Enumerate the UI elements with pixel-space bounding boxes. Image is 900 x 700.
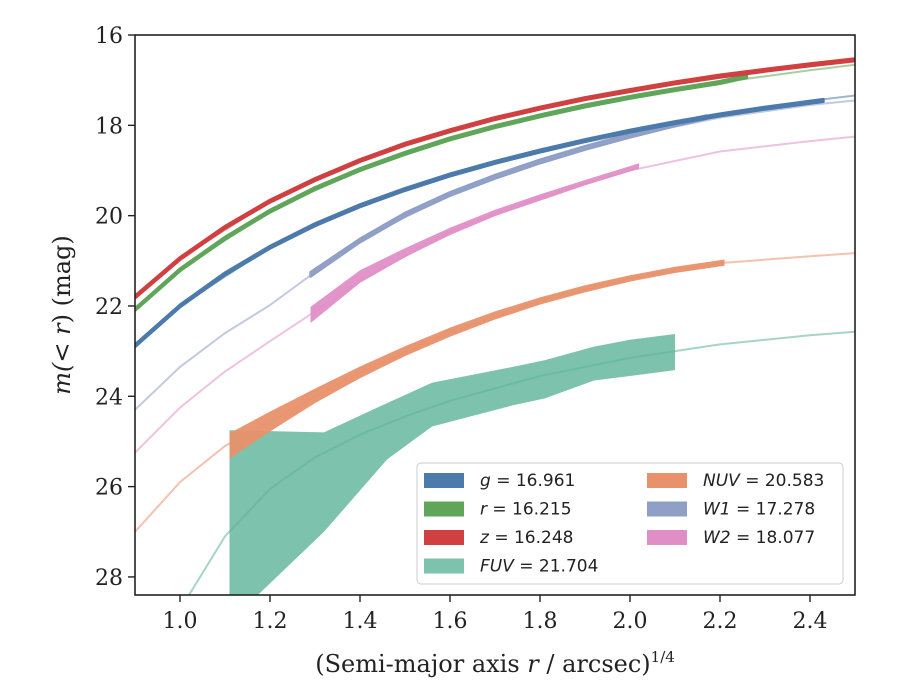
y-axis-label-var: r	[48, 322, 76, 335]
legend-label-z: z = 16.248	[479, 528, 573, 548]
x-axis-label: (Semi-major axis r / arcsec)1/4	[315, 648, 675, 678]
legend-label-fuv: FUV = 21.704	[480, 557, 598, 577]
plot-frame	[134, 34, 856, 596]
y-axis-ticks: 16 18 20 22 24 26 28	[95, 24, 135, 591]
x-tick-label: 1.6	[433, 609, 468, 634]
y-axis-label: m(< r) (mag)	[48, 235, 76, 395]
x-tick-label: 1.0	[163, 609, 198, 634]
y-axis-label-suffix: ) (mag)	[48, 235, 76, 323]
data-band-fuv	[229, 334, 675, 595]
legend-swatch-nuv	[647, 473, 687, 488]
y-tick-label: 28	[95, 566, 123, 591]
y-tick-label: 20	[95, 205, 123, 230]
legend-label-g: g = 16.961	[480, 471, 575, 491]
x-axis-ticks: 1.0 1.2 1.4 1.6 1.8 2.0 2.2 2.4	[163, 595, 828, 634]
x-axis-label-prefix: (Semi-major axis	[315, 650, 527, 678]
legend-swatch-g	[424, 473, 464, 488]
legend-swatch-fuv	[424, 558, 464, 574]
y-tick-label: 18	[95, 114, 123, 139]
legend-frame	[416, 462, 844, 585]
legend-swatch-w1	[647, 501, 687, 517]
y-tick-label: 16	[95, 24, 123, 49]
x-axis-label-var: r	[527, 650, 540, 678]
x-tick-label: 1.2	[253, 609, 288, 634]
y-axis-label-prefix: m(<	[48, 335, 76, 395]
x-tick-label: 1.4	[343, 609, 378, 634]
legend-swatch-w2	[647, 530, 687, 545]
data-bands	[135, 57, 855, 595]
x-tick-label: 2.2	[703, 609, 738, 634]
legend-swatch-r	[424, 501, 464, 517]
data-band-g	[135, 97, 825, 349]
y-tick-label: 22	[95, 295, 123, 320]
y-tick-label: 26	[95, 476, 123, 501]
plot-area	[135, 57, 855, 595]
x-tick-label: 2.0	[613, 609, 648, 634]
legend: g = 16.961 r = 16.215 z = 16.248 FUV = 21.7…	[416, 462, 844, 585]
legend-label-w1: W1 = 17.278	[703, 500, 815, 520]
data-band-r	[135, 74, 749, 313]
legend-label-w2: W2 = 18.077	[703, 528, 815, 548]
legend-swatch-z	[424, 530, 464, 545]
y-tick-label: 24	[95, 385, 123, 410]
x-axis-label-exponent: 1/4	[651, 648, 675, 666]
data-band-z	[135, 57, 855, 300]
x-axis-label-mid: / arcsec)	[539, 650, 651, 678]
legend-label-r: r = 16.215	[480, 500, 572, 520]
legend-label-nuv: NUV = 20.583	[703, 471, 824, 491]
x-tick-label: 2.4	[793, 609, 828, 634]
x-tick-label: 1.8	[523, 609, 558, 634]
